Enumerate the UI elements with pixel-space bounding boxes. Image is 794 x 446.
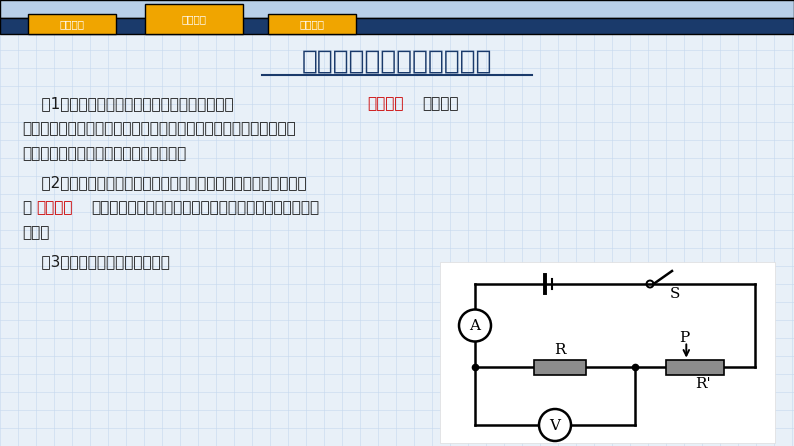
FancyBboxPatch shape: [145, 4, 243, 34]
Text: A: A: [469, 319, 480, 334]
FancyBboxPatch shape: [0, 0, 794, 18]
Text: R: R: [554, 343, 566, 358]
Text: （3）设计如图所示的电路图。: （3）设计如图所示的电路图。: [22, 255, 170, 269]
Text: 节滑动变阻器接入电路中的阻值大小来改变电阻两端的电压，研究通: 节滑动变阻器接入电路中的阻值大小来改变电阻两端的电压，研究通: [22, 121, 295, 136]
Text: 情境导入: 情境导入: [60, 20, 84, 29]
Text: P: P: [679, 330, 689, 344]
Text: 电压不变: 电压不变: [36, 201, 72, 215]
Text: ，分别换用不同阻值的电阻接入电路，研究电流与电阻的: ，分别换用不同阻值的电阻接入电路，研究电流与电阻的: [91, 201, 319, 215]
Text: 的: 的: [22, 201, 31, 215]
Text: 电流的大小与哪些因素有关: 电流的大小与哪些因素有关: [302, 49, 492, 75]
FancyBboxPatch shape: [28, 14, 116, 34]
Circle shape: [459, 310, 491, 342]
Text: 关系。: 关系。: [22, 226, 49, 240]
Text: V: V: [549, 419, 561, 433]
Text: 电阻不变: 电阻不变: [367, 96, 403, 112]
Text: （2）研究电流跟电阻的关系时，通过调节滑动变阻器使电阻两端: （2）研究电流跟电阻的关系时，通过调节滑动变阻器使电阻两端: [22, 175, 306, 190]
Text: 新课探究: 新课探究: [182, 15, 206, 25]
Text: 课堂小结: 课堂小结: [299, 20, 325, 29]
Text: ，通过调: ，通过调: [422, 96, 459, 112]
Text: 过电阻的电流随它两端电压变化的关系。: 过电阻的电流随它两端电压变化的关系。: [22, 146, 187, 161]
FancyBboxPatch shape: [0, 18, 794, 34]
Circle shape: [539, 409, 571, 441]
Text: S: S: [670, 287, 680, 301]
FancyBboxPatch shape: [268, 14, 356, 34]
FancyBboxPatch shape: [534, 359, 586, 375]
Text: R': R': [696, 377, 711, 392]
FancyBboxPatch shape: [666, 359, 724, 375]
FancyBboxPatch shape: [440, 262, 775, 443]
Text: （1）研究电流跟电压的关系时，保持电路中的: （1）研究电流跟电压的关系时，保持电路中的: [22, 96, 233, 112]
